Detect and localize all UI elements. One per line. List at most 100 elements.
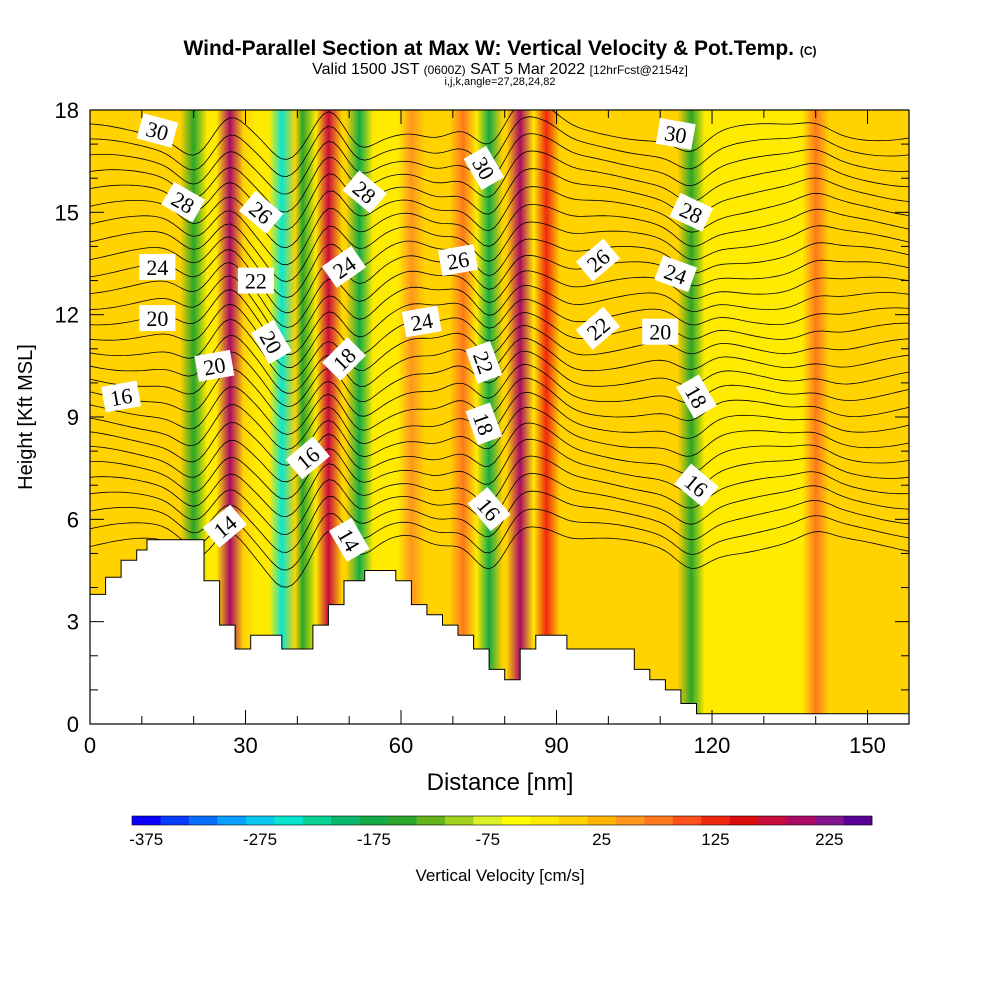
theta-contour-line: [90, 275, 909, 342]
contour-label-box: [161, 181, 206, 223]
y-tick-label: 0: [67, 712, 79, 737]
contour-label-box: [321, 245, 367, 288]
contour-label: 26: [438, 244, 478, 277]
grid-indices: i,j,k,angle=27,28,24,82: [444, 76, 556, 88]
y-tick-label: 12: [55, 303, 79, 328]
theta-contour-line: [90, 249, 909, 314]
contour-label-text: 24: [409, 308, 435, 336]
theta-contour-line: [90, 334, 909, 394]
x-axis: 0 30 60 90 120 150: [84, 110, 886, 758]
contour-label: 20: [139, 305, 176, 332]
x-axis-label: Distance [nm]: [427, 769, 574, 796]
vertical-velocity-field: [90, 110, 909, 724]
theta-contour-line: [90, 303, 909, 369]
title-main: Wind-Parallel Section at Max W: Vertical…: [183, 37, 794, 60]
terrain: [90, 539, 909, 724]
colorbar-tick-label: -175: [357, 830, 391, 849]
theta-contour-line: [90, 116, 909, 177]
contour-label: 24: [401, 305, 442, 338]
colorbar-swatch: [786, 816, 816, 825]
colorbar-swatch: [132, 816, 161, 825]
y-tick-label: 6: [67, 507, 79, 532]
theta-contour-line: [90, 203, 909, 266]
colorbar-swatch: [587, 816, 617, 825]
colorbar-swatch: [217, 816, 247, 825]
x-tick-label: 30: [233, 733, 257, 758]
chart-title: Wind-Parallel Section at Max W: Vertical…: [0, 37, 1000, 61]
colorbar-swatch: [558, 816, 588, 825]
y-axis: 0 3 6 9 12 15 18: [55, 98, 909, 737]
colorbar-swatch: [644, 816, 674, 825]
contour-label: 24: [139, 253, 176, 280]
contour-label-text: 16: [108, 383, 134, 411]
colorbar-swatch: [502, 816, 531, 825]
theta-contour-line: [90, 406, 909, 466]
contour-label-box: [463, 145, 505, 191]
contour-label-box: [139, 305, 176, 332]
forecast-info: [12hrFcst@2154z]: [589, 63, 688, 77]
theta-contour-line: [90, 186, 909, 248]
contour-label-box: [674, 463, 719, 507]
contour-label-box: [136, 113, 179, 148]
colorbar-swatch: [729, 816, 759, 825]
valid-date: SAT 5 Mar 2022: [470, 61, 586, 78]
colorbar-swatch: [160, 816, 190, 825]
theta-contour-line: [90, 133, 909, 195]
contour-label-box: [669, 192, 714, 232]
x-tick-label: 150: [849, 733, 886, 758]
colorbar-swatch: [445, 816, 474, 825]
x-tick-label: 0: [84, 733, 96, 758]
contour-label: 16: [101, 380, 142, 413]
contour-label-box: [237, 267, 274, 294]
theta-contour-line: [90, 168, 909, 231]
colorbar-swatch: [416, 816, 446, 825]
colorbar-swatch: [672, 816, 702, 825]
colorbar-swatch: [188, 816, 218, 825]
contour-label-box: [575, 238, 621, 282]
theta-contours: [90, 110, 909, 588]
colorbar-tick-label: 25: [592, 830, 611, 849]
theta-contour-line: [90, 289, 909, 356]
colorbar-swatch: [815, 816, 844, 825]
contour-label-box: [575, 306, 621, 350]
contour-label: 20: [642, 318, 679, 345]
contour-label-box: [139, 253, 176, 280]
theta-contour-line: [90, 236, 909, 299]
theta-contour-line: [90, 391, 909, 450]
theta-contour-line: [90, 422, 909, 483]
y-axis-label: Height [Kft MSL]: [15, 344, 37, 490]
contour-label-text: 30: [663, 120, 689, 148]
contour-label-box: [654, 255, 698, 293]
theta-contour-line: [90, 110, 909, 160]
colorbar-tick-label: -275: [243, 830, 277, 849]
colorbar-swatch: [615, 816, 645, 825]
theta-contour-line: [90, 455, 909, 517]
contour-label-text: 20: [201, 352, 227, 380]
valid-prefix: Valid 1500 JST: [312, 61, 420, 78]
contour-label: 22: [237, 267, 274, 294]
chart-subtitle: Valid 1500 JST (0600Z) SAT 5 Mar 2022 [1…: [0, 61, 1000, 79]
contour-label: 30: [136, 113, 179, 148]
colorbar: -375 -275 -175 -75 25 125 225: [129, 815, 873, 849]
contour-label-text: 20: [146, 306, 168, 331]
theta-contour-line: [90, 150, 909, 213]
colorbar-swatch: [302, 816, 332, 825]
colorbar-swatch: [843, 816, 873, 825]
contour-label-box: [238, 190, 284, 234]
x-tick-label: 120: [694, 733, 731, 758]
theta-contour-line: [90, 318, 909, 381]
contour-label: 20: [194, 349, 235, 382]
contour-label: 30: [655, 117, 696, 150]
y-tick-label: 3: [67, 610, 79, 635]
title-copyright: (C): [799, 44, 817, 58]
colorbar-frame: [131, 815, 873, 826]
colorbar-tick-label: 225: [815, 830, 843, 849]
colorbar-swatch: [530, 816, 560, 825]
contour-label: 22: [465, 341, 503, 384]
colorbar-swatch: [274, 816, 304, 825]
contour-label-box: [194, 349, 235, 382]
x-tick-label: 90: [544, 733, 568, 758]
